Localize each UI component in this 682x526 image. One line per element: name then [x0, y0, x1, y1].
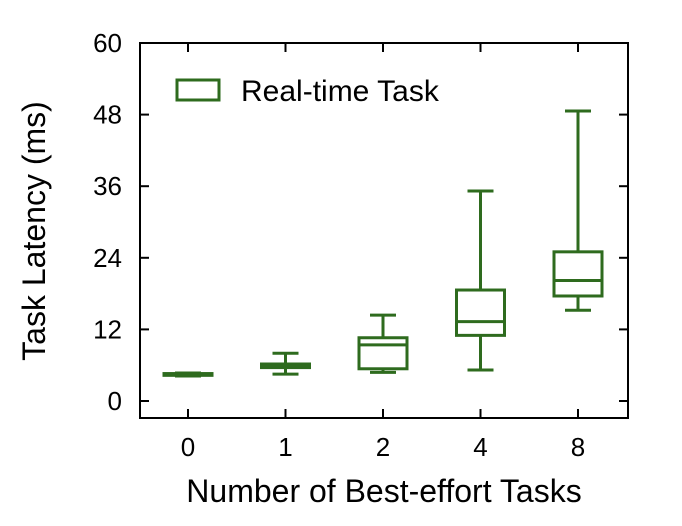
box-4	[455, 189, 506, 372]
y-axis: 0 12 24 36 48 60	[93, 28, 628, 416]
x-axis: 0 1 2 4 8	[181, 43, 585, 462]
legend: Real-time Task	[175, 75, 440, 108]
iqr-box	[357, 336, 409, 371]
box-8	[552, 109, 604, 312]
box-2	[357, 313, 409, 374]
box-series	[162, 109, 604, 378]
y-tick-label: 12	[93, 314, 122, 344]
x-axis-label: Number of Best-effort Tasks	[186, 473, 581, 509]
box-0	[162, 371, 214, 378]
y-tick-label: 60	[93, 28, 122, 58]
y-tick-label: 24	[93, 243, 122, 273]
iqr-box	[552, 250, 604, 298]
legend-swatch	[175, 78, 221, 102]
x-tick-label: 4	[473, 432, 487, 462]
x-tick-label: 8	[571, 432, 585, 462]
y-tick-label: 36	[93, 171, 122, 201]
x-tick-label: 1	[278, 432, 292, 462]
y-tick-label: 48	[93, 100, 122, 130]
y-axis-label: Task Latency (ms)	[16, 101, 52, 361]
x-tick-label: 2	[376, 432, 390, 462]
box-1	[260, 351, 311, 376]
y-tick-label: 0	[108, 386, 122, 416]
legend-label: Real-time Task	[241, 75, 440, 108]
x-tick-label: 0	[181, 432, 195, 462]
iqr-box	[455, 288, 506, 337]
